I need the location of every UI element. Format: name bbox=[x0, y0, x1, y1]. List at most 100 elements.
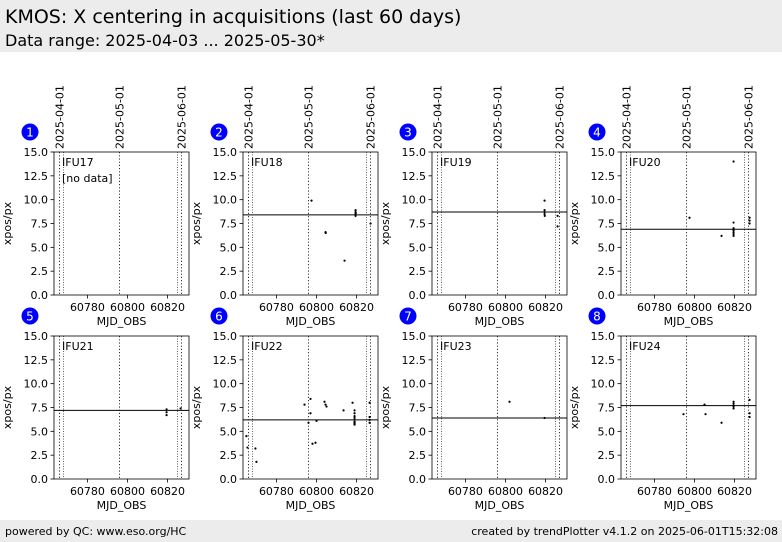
data-point bbox=[732, 400, 735, 403]
data-point bbox=[682, 413, 685, 416]
date-marker-label: 2025-06-01 bbox=[176, 85, 189, 149]
x-axis-label: MJD_OBS bbox=[97, 315, 147, 328]
x-tick-label: 60800 bbox=[677, 301, 712, 314]
data-point bbox=[732, 232, 735, 236]
y-axis-label: xpos/px bbox=[568, 201, 581, 245]
data-point bbox=[254, 447, 257, 450]
y-tick-label: 15.0 bbox=[213, 146, 238, 159]
x-tick-label: 60820 bbox=[339, 301, 374, 314]
data-point bbox=[703, 403, 706, 406]
x-tick-label: 60820 bbox=[528, 485, 563, 498]
x-tick-label: 60780 bbox=[259, 301, 294, 314]
data-point bbox=[165, 411, 168, 414]
data-point bbox=[732, 160, 735, 163]
data-point bbox=[343, 259, 346, 262]
data-point bbox=[732, 405, 735, 408]
y-tick-label: 5.0 bbox=[31, 241, 49, 254]
data-point bbox=[556, 214, 559, 217]
panel-number-badge bbox=[399, 123, 417, 141]
x-tick-label: 60780 bbox=[637, 485, 672, 498]
data-point bbox=[309, 397, 312, 401]
y-tick-label: 15.0 bbox=[402, 146, 427, 159]
data-point bbox=[353, 409, 356, 412]
y-tick-label: 2.5 bbox=[220, 265, 238, 278]
data-point bbox=[543, 214, 546, 217]
y-tick-label: 12.5 bbox=[402, 170, 427, 183]
data-point bbox=[369, 222, 372, 225]
data-point bbox=[353, 418, 356, 421]
panel-number-badge bbox=[588, 307, 606, 325]
data-point bbox=[543, 199, 546, 202]
panel-name-label: IFU22 bbox=[251, 340, 283, 353]
panel-number-badge bbox=[588, 123, 606, 141]
panel-name-label: IFU23 bbox=[440, 340, 472, 353]
panel-name-label: IFU17 bbox=[62, 156, 94, 169]
panel-number-badge bbox=[21, 307, 39, 325]
y-axis-label: xpos/px bbox=[1, 385, 14, 429]
data-point bbox=[309, 412, 312, 415]
panel-number-badge bbox=[21, 123, 39, 141]
data-point bbox=[543, 210, 546, 214]
date-marker-label: 2025-04-01 bbox=[620, 85, 633, 149]
data-point bbox=[303, 403, 306, 406]
data-point bbox=[310, 199, 313, 202]
panel-number-label: 7 bbox=[404, 310, 412, 324]
x-tick-label: 60820 bbox=[528, 301, 563, 314]
panel-number-label: 1 bbox=[26, 126, 34, 140]
y-tick-label: 10.0 bbox=[591, 378, 616, 391]
x-axis-label: MJD_OBS bbox=[286, 315, 336, 328]
y-tick-label: 10.0 bbox=[213, 194, 238, 207]
x-tick-label: 60800 bbox=[110, 485, 145, 498]
data-point bbox=[720, 421, 723, 424]
panel-name-label: IFU20 bbox=[629, 156, 661, 169]
y-tick-label: 12.5 bbox=[591, 170, 616, 183]
x-axis-label: MJD_OBS bbox=[286, 499, 336, 512]
y-tick-label: 7.5 bbox=[220, 402, 238, 415]
y-tick-label: 15.0 bbox=[24, 330, 49, 343]
data-point bbox=[353, 423, 356, 426]
data-point bbox=[720, 234, 723, 237]
y-tick-label: 15.0 bbox=[591, 146, 616, 159]
y-tick-label: 12.5 bbox=[402, 354, 427, 367]
data-point bbox=[307, 421, 310, 424]
y-tick-label: 0.0 bbox=[31, 473, 49, 486]
y-tick-label: 2.5 bbox=[31, 265, 49, 278]
y-tick-label: 5.0 bbox=[409, 241, 427, 254]
y-tick-label: 2.5 bbox=[220, 449, 238, 462]
y-tick-label: 0.0 bbox=[220, 473, 238, 486]
data-point bbox=[732, 221, 735, 224]
y-axis-label: xpos/px bbox=[190, 201, 203, 245]
y-tick-label: 7.5 bbox=[31, 218, 49, 231]
panel-ifu20: 0.0 2.5 5.0 7.5 10.0 12.5 15.0 60780 60800 60820M… bbox=[568, 85, 757, 328]
x-tick-label: 60800 bbox=[110, 301, 145, 314]
data-point bbox=[688, 216, 691, 219]
data-point bbox=[556, 225, 559, 228]
data-point bbox=[354, 211, 357, 215]
date-marker-label: 2025-06-01 bbox=[554, 85, 567, 149]
data-point bbox=[342, 409, 345, 412]
y-tick-label: 2.5 bbox=[598, 449, 616, 462]
panel-name-label: IFU18 bbox=[251, 156, 283, 169]
x-tick-label: 60780 bbox=[448, 485, 483, 498]
data-point bbox=[732, 234, 735, 237]
data-point bbox=[354, 209, 357, 212]
data-point bbox=[314, 441, 317, 444]
y-tick-label: 10.0 bbox=[24, 194, 49, 207]
data-point bbox=[748, 219, 751, 222]
header-bar: KMOS: X centering in acquisitions (last … bbox=[0, 0, 782, 52]
y-tick-label: 5.0 bbox=[409, 425, 427, 438]
x-tick-label: 60820 bbox=[150, 485, 185, 498]
x-tick-label: 60800 bbox=[299, 485, 334, 498]
y-tick-label: 5.0 bbox=[31, 425, 49, 438]
data-point bbox=[368, 415, 371, 419]
y-tick-label: 10.0 bbox=[402, 378, 427, 391]
axes-frame bbox=[53, 335, 190, 480]
panel-number-badge bbox=[210, 307, 228, 325]
x-axis-label: MJD_OBS bbox=[97, 499, 147, 512]
panel-note-label: [no data] bbox=[62, 172, 113, 185]
y-tick-label: 7.5 bbox=[31, 402, 49, 415]
y-tick-label: 0.0 bbox=[598, 289, 616, 302]
y-tick-label: 7.5 bbox=[220, 218, 238, 231]
